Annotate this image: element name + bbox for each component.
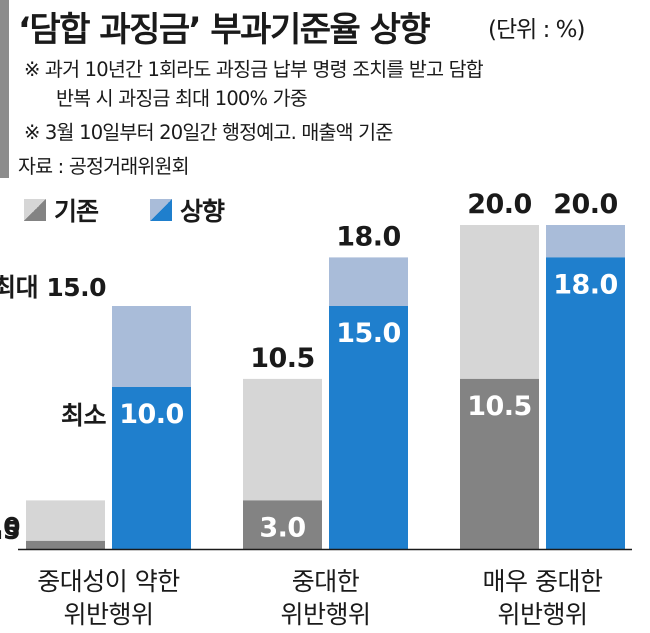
data-label-raised-2-1: 18.0 <box>336 221 401 252</box>
bar-raised-1-max-segment <box>112 306 191 387</box>
data-label-existing-3-2: 10.5 <box>467 391 532 422</box>
source-credit: 자료 : 공정거래위원회 <box>18 155 190 178</box>
unit-label: (단위 : %) <box>488 17 585 43</box>
category-label-3-line-2: 위반행위 <box>497 600 587 629</box>
bar-existing-2-min-segment <box>243 500 322 549</box>
bar-raised-1-min-segment <box>112 387 191 549</box>
legend-item-raised: 상향 <box>150 193 225 227</box>
bar-raised-3-min-segment <box>546 257 625 549</box>
legend-item-existing: 기존 <box>24 193 99 227</box>
data-label-raised-1-1: 최대 15.0 <box>0 273 106 302</box>
bar-existing-3-max-segment <box>460 225 539 379</box>
category-label-1-line-2: 위반행위 <box>63 600 153 629</box>
bar-existing-1-max-segment <box>26 500 105 541</box>
category-label-1-line-1: 중대성이 약한 <box>37 567 180 596</box>
bar-raised-2-max-segment <box>329 257 408 306</box>
data-label-raised-3-1: 20.0 <box>553 189 618 220</box>
data-label-existing-2-2: 3.0 <box>259 512 305 543</box>
bar-raised-2-min-segment <box>329 306 408 549</box>
data-label-raised-1-3: 10.0 <box>119 399 184 430</box>
data-label-raised-1-2: 최소 <box>61 401 107 430</box>
bar-existing-1-min-segment <box>26 540 105 549</box>
note-1-continued: 반복 시 과징금 최대 100% 가중 <box>56 87 308 110</box>
data-label-existing-1-1: 최대 3.0 <box>0 512 20 541</box>
chart-title: ‘담합 과징금’ 부과기준율 상향 <box>18 10 431 50</box>
legend-swatch-raised <box>150 199 172 221</box>
bar-existing-3-min-segment <box>460 378 539 549</box>
data-label-raised-2-2: 15.0 <box>336 318 401 349</box>
data-label-raised-3-2: 18.0 <box>553 269 618 300</box>
category-label-3-line-1: 매우 중대한 <box>483 567 603 596</box>
data-label-existing-1-2: 최소 0.5 <box>0 516 20 545</box>
category-label-2-line-1: 중대한 <box>292 567 360 596</box>
legend-swatch-existing <box>24 199 46 221</box>
bar-raised-3-max-segment <box>546 225 625 258</box>
legend-label-raised: 상향 <box>180 197 225 226</box>
category-label-2-line-2: 위반행위 <box>280 600 370 629</box>
data-label-existing-2-1: 10.5 <box>250 343 315 374</box>
note-2: ※ 3월 10일부터 20일간 행정예고. 매출액 기준 <box>24 121 393 144</box>
bar-existing-2-max-segment <box>243 378 322 501</box>
data-label-existing-3-1: 20.0 <box>467 189 532 220</box>
note-1: ※ 과거 10년간 1회라도 과징금 납부 명령 조치를 받고 담합 <box>24 58 484 81</box>
accent-bar <box>0 0 9 178</box>
legend-label-existing: 기존 <box>54 197 99 226</box>
